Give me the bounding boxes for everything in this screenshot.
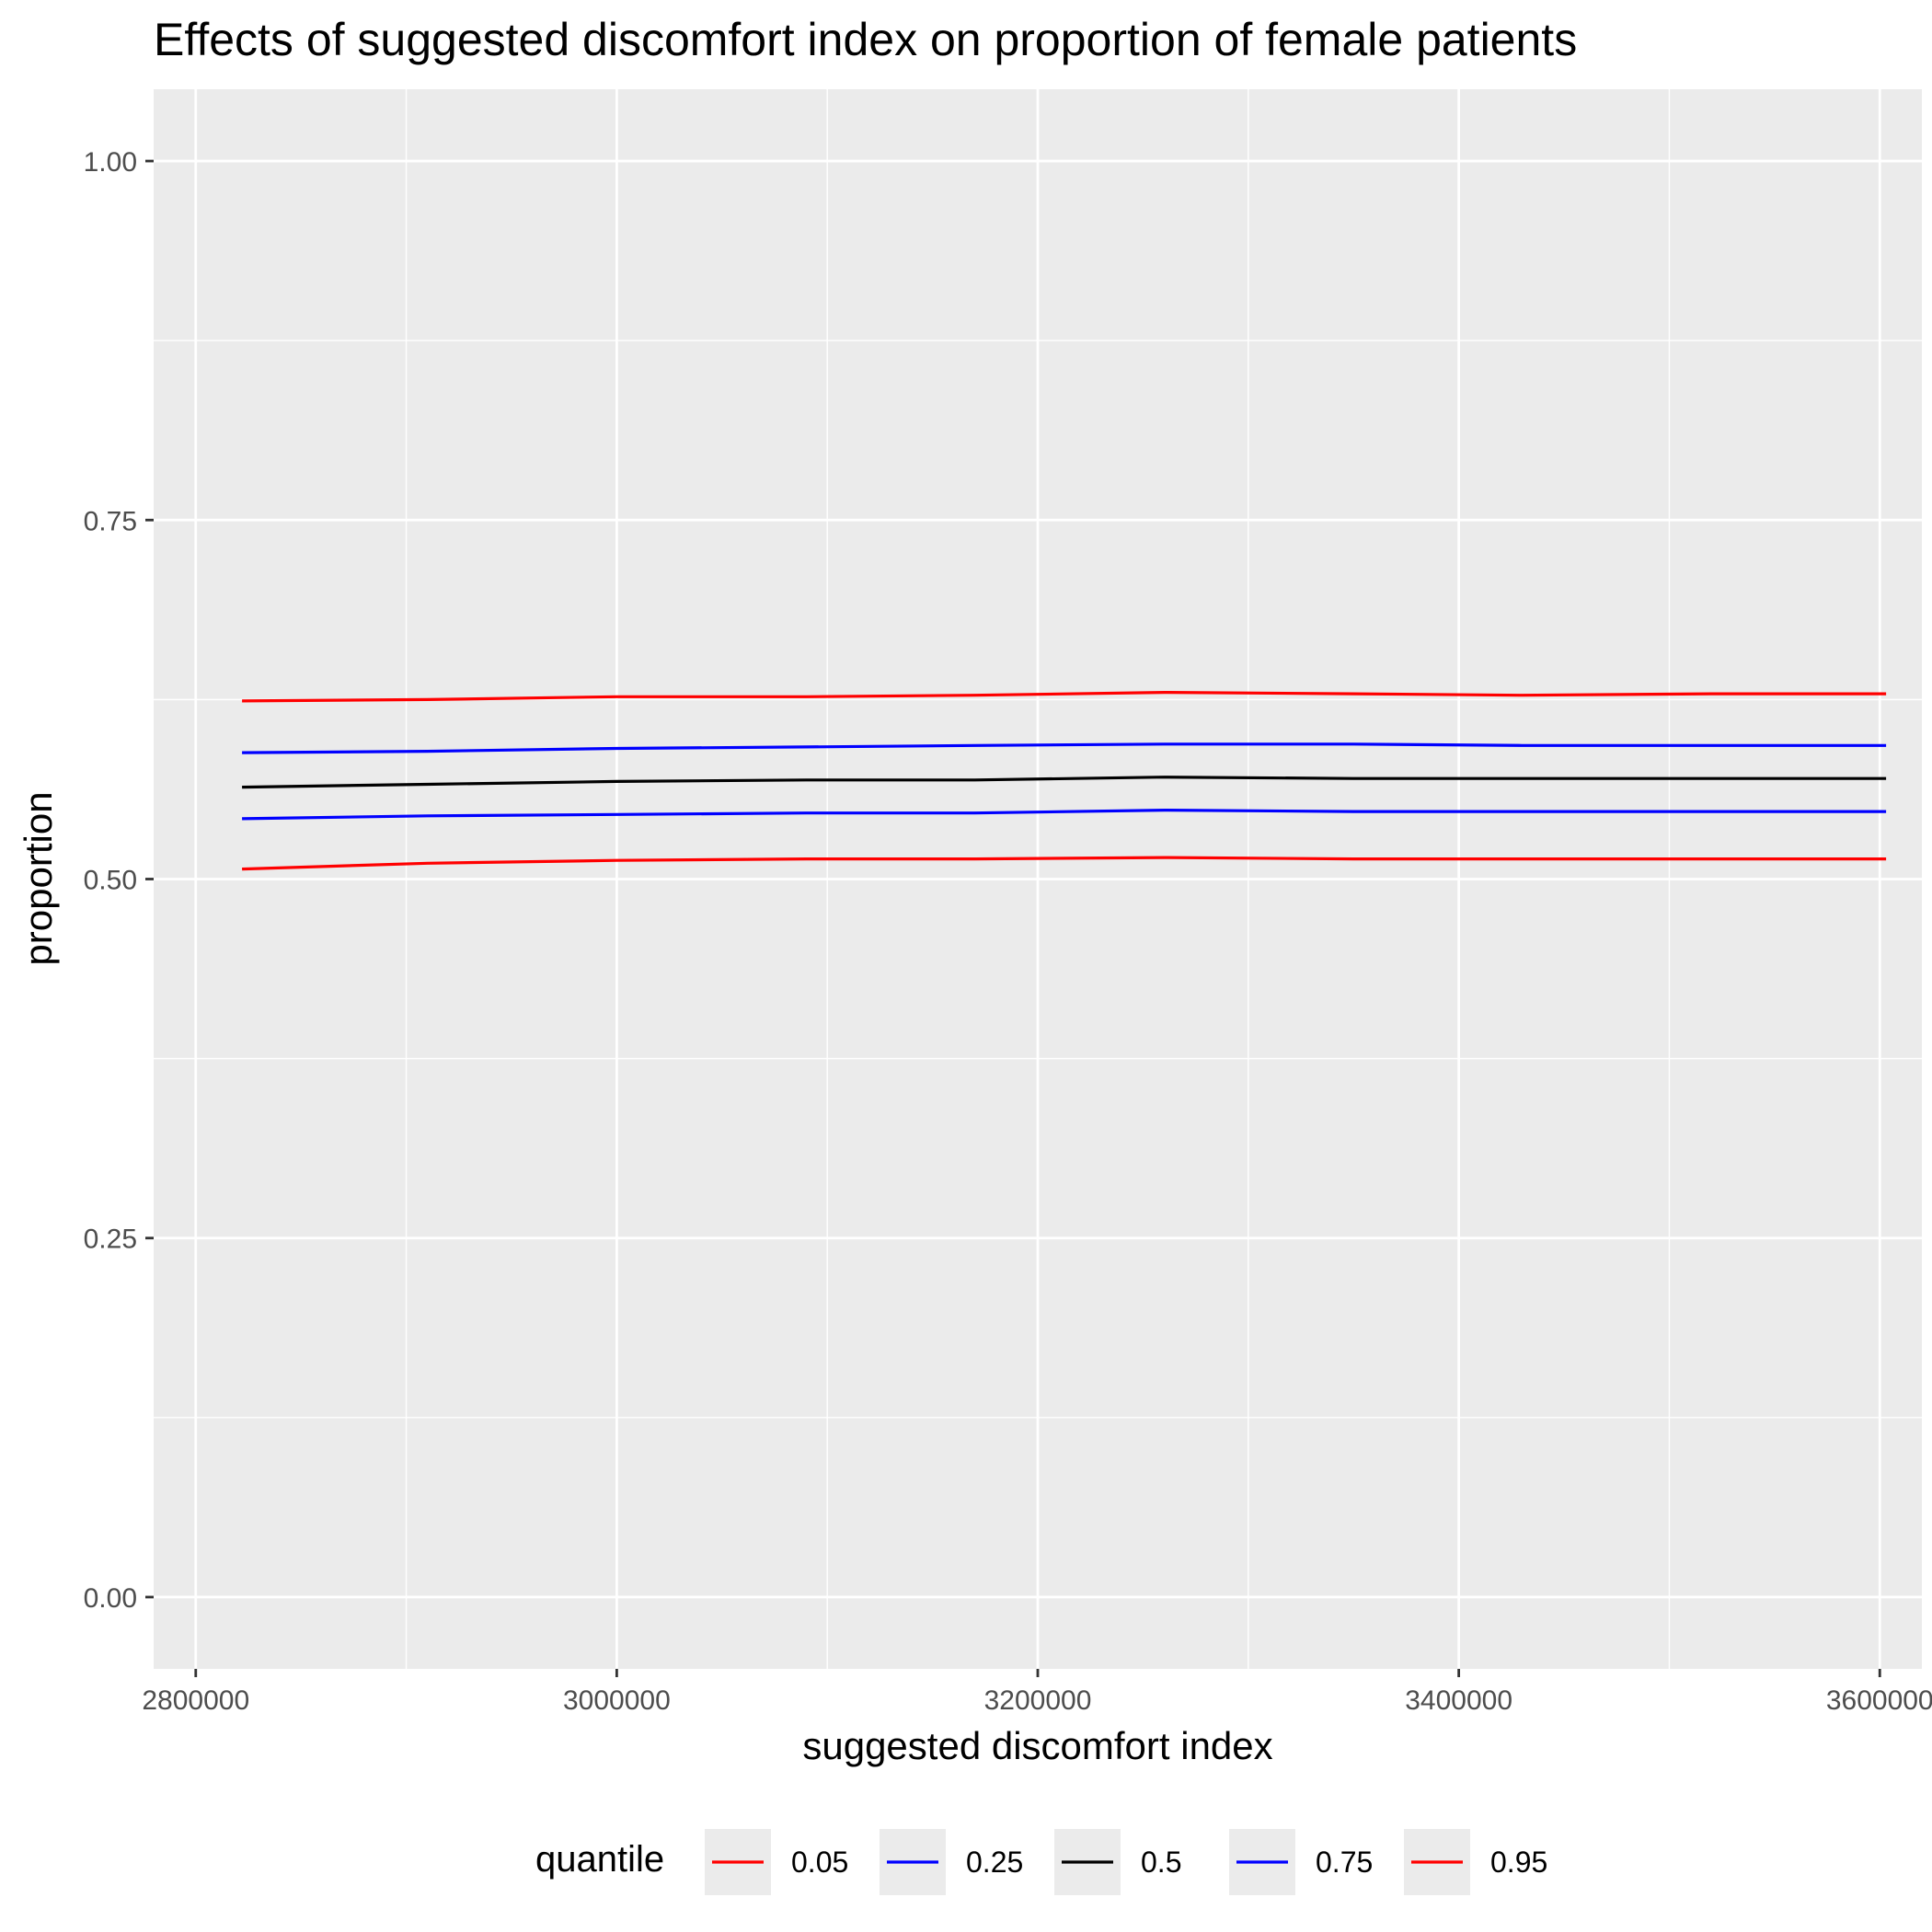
series-line-q0_95	[242, 690, 1887, 703]
series-lines	[242, 690, 1887, 871]
legend-item-q0_25: 0.25	[880, 1829, 1023, 1895]
y-tick-label: 0.25	[84, 1225, 137, 1255]
legend-item-q0_75: 0.75	[1229, 1829, 1373, 1895]
x-tick-label: 3200000	[984, 1685, 1092, 1716]
legend-label: 0.5	[1141, 1846, 1181, 1879]
legend-title: quantile	[535, 1839, 664, 1880]
y-tick-label: 0.00	[84, 1583, 137, 1614]
legend-label: 0.95	[1490, 1846, 1547, 1879]
x-axis-title: suggested discomfort index	[802, 1724, 1272, 1767]
legend: quantile 0.05 0.25 0.5 0.75 0.95	[535, 1829, 1547, 1895]
x-axis: 2800000 3000000 3200000 3400000 3600000	[142, 1669, 1932, 1716]
x-tick-label: 3000000	[563, 1685, 671, 1716]
y-tick-label: 1.00	[84, 147, 137, 178]
legend-item-q0_5: 0.5	[1054, 1829, 1181, 1895]
y-tick-label: 0.50	[84, 866, 137, 896]
legend-label: 0.25	[966, 1846, 1023, 1879]
x-tick-label: 2800000	[142, 1685, 249, 1716]
series-line-q0_75	[242, 742, 1887, 754]
chart-title: Effects of suggested discomfort index on…	[154, 14, 1577, 65]
legend-label: 0.75	[1316, 1846, 1373, 1879]
legend-label: 0.05	[791, 1846, 848, 1879]
y-tick-label: 0.75	[84, 506, 137, 536]
y-axis-title: proportion	[17, 791, 60, 965]
series-line-q0_05	[242, 856, 1887, 871]
legend-item-q0_95: 0.95	[1404, 1829, 1547, 1895]
grid-major	[154, 89, 1922, 1669]
legend-items: 0.05 0.25 0.5 0.75 0.95	[705, 1829, 1547, 1895]
legend-item-q0_05: 0.05	[705, 1829, 848, 1895]
y-axis: 0.00 0.25 0.50 0.75 1.00	[84, 147, 154, 1614]
series-line-q0_5	[242, 776, 1887, 789]
x-tick-label: 3400000	[1405, 1685, 1512, 1716]
x-tick-label: 3600000	[1826, 1685, 1932, 1716]
series-line-q0_25	[242, 808, 1887, 821]
